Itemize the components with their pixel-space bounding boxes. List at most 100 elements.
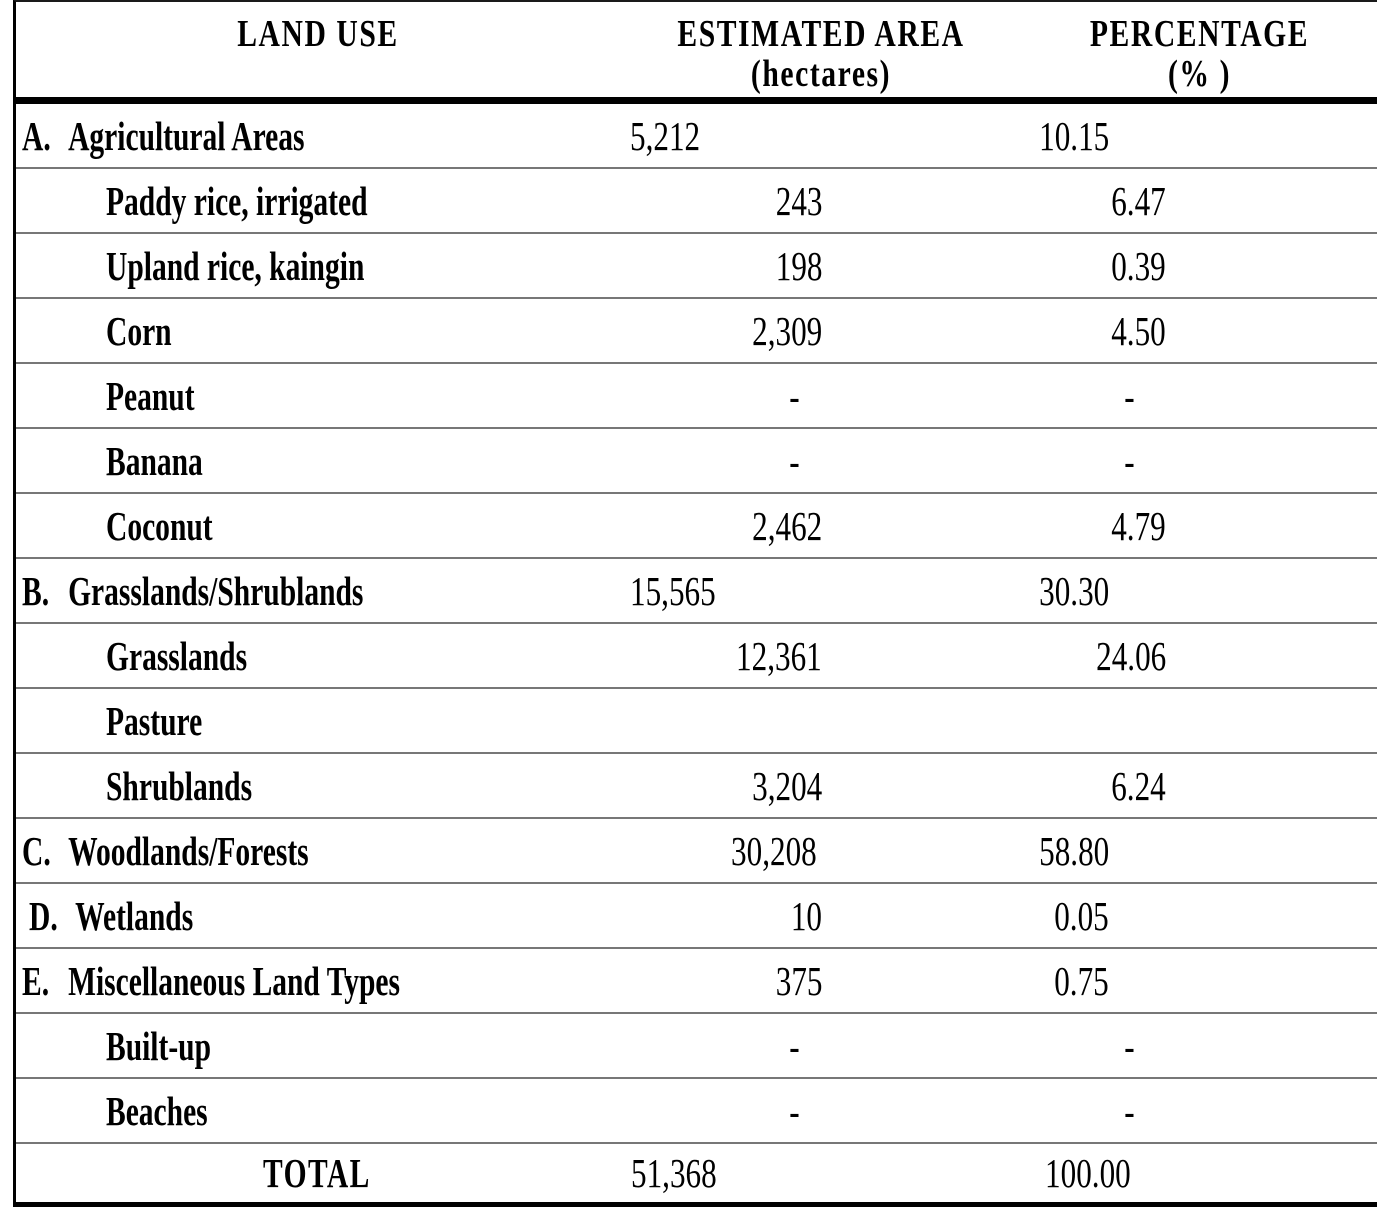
table-row: Upland rice, kaingin 198 0.39 xyxy=(16,234,1377,299)
cell-land-use: E. Miscellaneous Land Types xyxy=(16,959,620,1003)
table-row: A. Agricultural Areas 5,212 10.15 xyxy=(16,104,1377,169)
category-letter: E. xyxy=(22,957,50,1004)
table-row: Banana - - xyxy=(16,429,1377,494)
cell-percentage: 0.05 xyxy=(1054,892,1109,939)
table-bottom-rule xyxy=(16,1202,1377,1207)
cell-area: 10 xyxy=(790,892,822,939)
category-letter: C. xyxy=(22,827,51,874)
table-row-total: TOTAL 51,368 100.00 xyxy=(16,1144,1377,1202)
total-label: TOTAL xyxy=(262,1150,371,1196)
cell-land-use: Coconut xyxy=(16,504,620,548)
subcategory-label: Built-up xyxy=(106,1022,212,1069)
cell-percentage: 30.30 xyxy=(1038,567,1109,614)
cell-percentage: 4.50 xyxy=(1111,307,1166,354)
category-letter: B. xyxy=(22,567,50,614)
table-row: B. Grasslands/Shrublands 15,565 30.30 xyxy=(16,559,1377,624)
cell-percentage xyxy=(1022,712,1377,730)
cell-area: 51,368 xyxy=(630,1150,717,1196)
cell-percentage: - xyxy=(1124,1087,1135,1134)
cell-percentage: 0.39 xyxy=(1111,242,1166,289)
cell-area: 243 xyxy=(775,177,822,224)
cell-percentage: 6.47 xyxy=(1111,177,1166,224)
cell-land-use: A. Agricultural Areas xyxy=(16,114,617,158)
cell-percentage: 4.79 xyxy=(1111,502,1166,549)
column-header-land-use-label: LAND USE xyxy=(237,13,399,55)
table-row: Shrublands 3,204 6.24 xyxy=(16,754,1377,819)
cell-area: 15,565 xyxy=(629,567,716,614)
category-label: Wetlands xyxy=(75,892,194,939)
cell-land-use: Grasslands xyxy=(16,634,620,678)
cell-percentage: - xyxy=(1124,437,1135,484)
column-header-pct-line1: PERCENTAGE xyxy=(1089,13,1310,55)
table-row: Built-up - - xyxy=(16,1014,1377,1079)
category-label: Grasslands/Shrublands xyxy=(68,567,364,614)
table-row: Corn 2,309 4.50 xyxy=(16,299,1377,364)
category-letter: A. xyxy=(22,112,51,159)
subcategory-label: Peanut xyxy=(106,372,195,419)
cell-land-use: Upland rice, kaingin xyxy=(16,244,620,288)
cell-area: 30,208 xyxy=(731,827,817,874)
column-header-area-line2: (hectares) xyxy=(750,53,892,95)
column-header-pct-line2: (% ) xyxy=(1167,53,1232,95)
cell-land-use: Peanut xyxy=(16,374,620,418)
table-row: C. Woodlands/Forests 30,208 58.80 xyxy=(16,819,1377,884)
column-header-percentage: PERCENTAGE (% ) xyxy=(1022,14,1377,94)
table-row: E. Miscellaneous Land Types 375 0.75 xyxy=(16,949,1377,1014)
subcategory-label: Upland rice, kaingin xyxy=(106,242,365,289)
category-label: Woodlands/Forests xyxy=(68,827,309,874)
header-divider-rule xyxy=(16,97,1377,104)
subcategory-label: Grasslands xyxy=(106,632,248,679)
cell-land-use: Built-up xyxy=(16,1024,620,1068)
cell-area: 375 xyxy=(775,957,822,1004)
cell-percentage: 6.24 xyxy=(1111,762,1166,809)
cell-percentage: 24.06 xyxy=(1095,632,1166,679)
cell-area: 2,462 xyxy=(751,502,822,549)
cell-percentage: 0.75 xyxy=(1054,957,1109,1004)
subcategory-label: Paddy rice, irrigated xyxy=(106,177,368,224)
cell-area: - xyxy=(789,372,800,419)
cell-area: - xyxy=(789,437,800,484)
category-label: Miscellaneous Land Types xyxy=(68,957,400,1004)
category-letter: D. xyxy=(29,892,58,939)
cell-land-use: Paddy rice, irrigated xyxy=(16,179,620,223)
cell-land-use: D. Wetlands xyxy=(16,894,620,938)
cell-area: 5,212 xyxy=(629,112,700,159)
cell-land-use: B. Grasslands/Shrublands xyxy=(16,569,617,613)
table-header-row: LAND USE ESTIMATED AREA (hectares) PERCE… xyxy=(16,2,1377,97)
cell-area: 12,361 xyxy=(736,632,822,679)
table-row: Paddy rice, irrigated 243 6.47 xyxy=(16,169,1377,234)
subcategory-label: Corn xyxy=(106,307,172,354)
table-row: Beaches - - xyxy=(16,1079,1377,1144)
cell-percentage: 100.00 xyxy=(1045,1150,1131,1196)
table-row: Pasture xyxy=(16,689,1377,754)
subcategory-label: Pasture xyxy=(106,697,203,744)
cell-percentage: 58.80 xyxy=(1038,827,1109,874)
cell-land-use: TOTAL xyxy=(16,1151,618,1195)
subcategory-label: Banana xyxy=(106,437,203,484)
table-row: Coconut 2,462 4.79 xyxy=(16,494,1377,559)
table-row: D. Wetlands 10 0.05 xyxy=(16,884,1377,949)
cell-area: - xyxy=(789,1087,800,1134)
cell-land-use: Pasture xyxy=(16,699,620,743)
cell-land-use: Corn xyxy=(16,309,620,353)
cell-percentage: 10.15 xyxy=(1038,112,1109,159)
column-header-estimated-area: ESTIMATED AREA (hectares) xyxy=(620,14,1022,94)
cell-area: - xyxy=(789,1022,800,1069)
cell-land-use: Banana xyxy=(16,439,620,483)
land-use-table: LAND USE ESTIMATED AREA (hectares) PERCE… xyxy=(13,0,1377,1207)
cell-land-use: C. Woodlands/Forests xyxy=(16,829,616,873)
column-header-area-line1: ESTIMATED AREA xyxy=(677,13,965,55)
cell-area xyxy=(620,712,1022,730)
cell-area: 3,204 xyxy=(751,762,822,809)
cell-area: 198 xyxy=(775,242,822,289)
column-header-land-use: LAND USE xyxy=(16,14,620,54)
cell-percentage: - xyxy=(1124,372,1135,419)
table-row: Grasslands 12,361 24.06 xyxy=(16,624,1377,689)
category-label: Agricultural Areas xyxy=(68,112,305,159)
table-row: Peanut - - xyxy=(16,364,1377,429)
cell-area: 2,309 xyxy=(751,307,822,354)
cell-percentage: - xyxy=(1124,1022,1135,1069)
cell-land-use: Beaches xyxy=(16,1089,620,1133)
subcategory-label: Shrublands xyxy=(106,762,253,809)
